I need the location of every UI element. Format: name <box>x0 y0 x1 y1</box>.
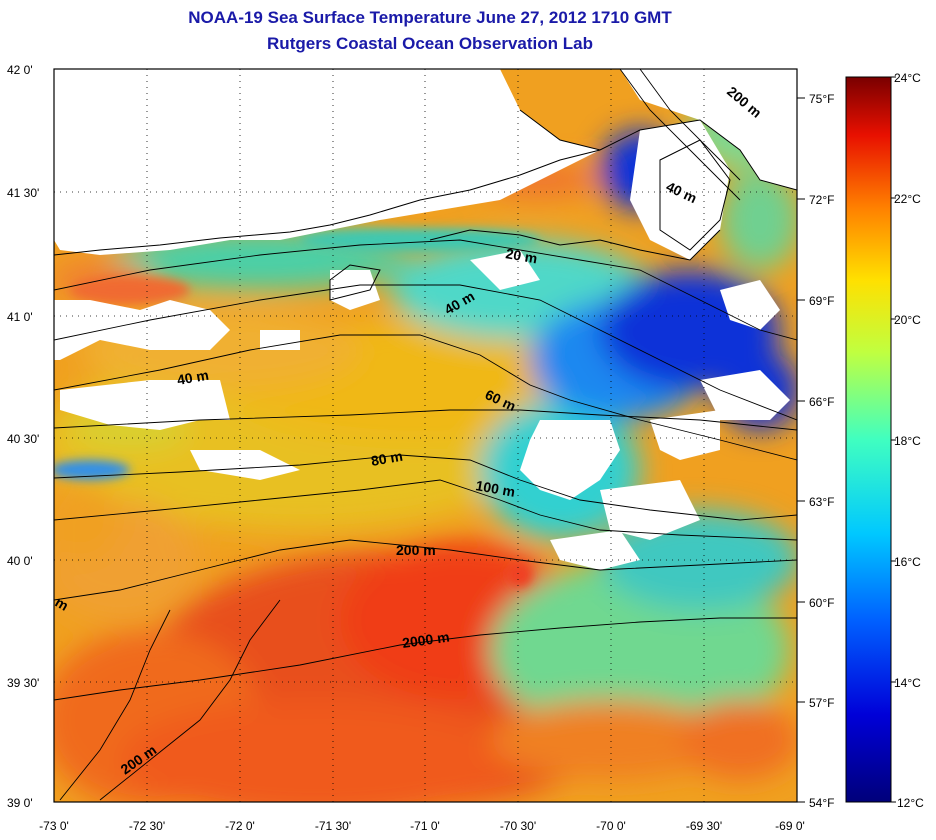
lon-tick-label: -72 0' <box>225 819 255 833</box>
lon-tick-label: -70 30' <box>500 819 536 833</box>
celsius-tick-label: 16°C <box>894 555 921 569</box>
lat-tick-label: 39 30' <box>7 676 39 690</box>
colorbar <box>845 76 892 803</box>
lon-tick-label: -70 0' <box>596 819 626 833</box>
lat-tick-label: 41 30' <box>7 186 39 200</box>
fahrenheit-tick-label: 63°F <box>809 495 834 509</box>
contour-label-200m: 200 m <box>396 542 436 558</box>
celsius-tick-label: 12°C <box>897 796 924 810</box>
lat-tick-label: 40 0' <box>7 554 33 568</box>
lat-tick-label: 39 0' <box>7 796 33 810</box>
fahrenheit-tick-label: 72°F <box>809 193 834 207</box>
contour-label-2000m: 2000 m <box>401 629 450 651</box>
fahrenheit-tick-label: 60°F <box>809 596 834 610</box>
contour-label-100m: 100 m <box>474 477 516 500</box>
celsius-tick-label: 22°C <box>894 192 921 206</box>
lon-tick-label: -72 30' <box>129 819 165 833</box>
fahrenheit-tick-label: 57°F <box>809 696 834 710</box>
fahrenheit-tick-label: 66°F <box>809 395 834 409</box>
celsius-tick-label: 14°C <box>894 676 921 690</box>
fahrenheit-tick-label: 69°F <box>809 294 834 308</box>
lat-tick-label: 41 0' <box>7 310 33 324</box>
celsius-tick-label: 24°C <box>894 71 921 85</box>
lon-tick-label: -73 0' <box>39 819 69 833</box>
contour-label-80m: 80 m <box>370 448 404 469</box>
contour-label-40m-west: 40 m <box>176 367 210 388</box>
map-title: NOAA-19 Sea Surface Temperature June 27,… <box>188 8 672 27</box>
celsius-tick-label: 18°C <box>894 434 921 448</box>
celsius-axis: 24°C 22°C 20°C 18°C 16°C 14°C 12°C <box>891 71 924 810</box>
fahrenheit-axis: 75°F 72°F 69°F 66°F 63°F 60°F 57°F 54°F <box>797 92 834 810</box>
lon-tick-label: -71 30' <box>315 819 351 833</box>
lon-tick-label: -71 0' <box>410 819 440 833</box>
latitude-axis: 42 0' 41 30' 41 0' 40 30' 40 0' 39 30' 3… <box>7 63 39 810</box>
sst-field <box>54 69 797 802</box>
fahrenheit-tick-label: 54°F <box>809 796 834 810</box>
lat-tick-label: 40 30' <box>7 432 39 446</box>
celsius-tick-label: 20°C <box>894 313 921 327</box>
lon-tick-label: -69 30' <box>686 819 722 833</box>
contour-label-20m: 20 m <box>504 245 538 266</box>
lon-tick-label: -69 0' <box>775 819 805 833</box>
fahrenheit-tick-label: 75°F <box>809 92 834 106</box>
longitude-axis: -73 0' -72 30' -72 0' -71 30' -71 0' -70… <box>39 819 805 833</box>
lat-tick-label: 42 0' <box>7 63 33 77</box>
map-frame <box>53 68 798 803</box>
map-subtitle: Rutgers Coastal Ocean Observation Lab <box>267 34 593 53</box>
graticule <box>54 69 797 802</box>
